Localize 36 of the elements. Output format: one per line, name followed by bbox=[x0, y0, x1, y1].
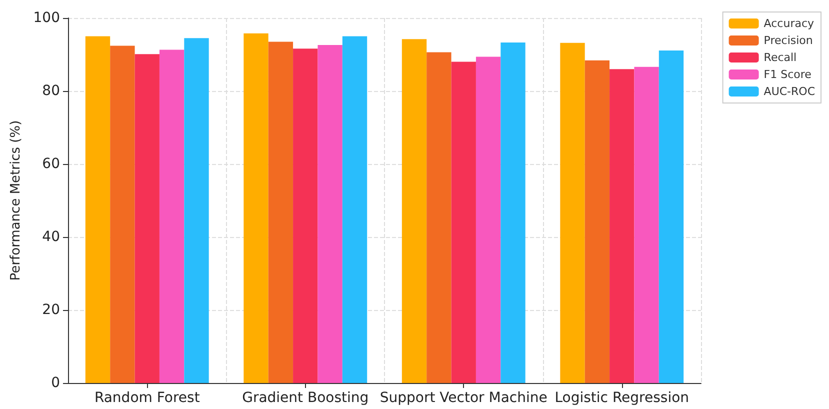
y-tick-label: 100 bbox=[33, 10, 60, 26]
bar bbox=[634, 66, 659, 383]
bar bbox=[268, 42, 294, 383]
x-tick-label: Gradient Boosting bbox=[242, 390, 369, 406]
x-tick-label: Random Forest bbox=[94, 390, 200, 406]
x-tick-label: Logistic Regression bbox=[554, 390, 690, 406]
bar bbox=[426, 52, 452, 383]
y-tick-label: 0 bbox=[51, 375, 60, 391]
legend-label: Recall bbox=[764, 51, 797, 64]
legend-label: AUC-ROC bbox=[764, 85, 816, 98]
bar bbox=[584, 60, 610, 383]
bar bbox=[560, 42, 585, 383]
bar bbox=[658, 50, 684, 383]
bar bbox=[184, 38, 209, 383]
y-tick-label: 60 bbox=[42, 156, 60, 172]
y-axis-title: Performance Metrics (%) bbox=[8, 120, 24, 281]
x-tick-label: Support Vector Machine bbox=[380, 390, 548, 406]
y-tick-label: 40 bbox=[42, 229, 60, 245]
bar bbox=[451, 62, 476, 383]
legend-label: Accuracy bbox=[764, 17, 814, 30]
legend-label: F1 Score bbox=[764, 68, 812, 81]
bar bbox=[134, 54, 160, 383]
bar bbox=[293, 48, 318, 383]
bar bbox=[500, 42, 526, 383]
bar bbox=[244, 33, 268, 383]
legend-label: Precision bbox=[764, 34, 813, 47]
bar bbox=[110, 46, 135, 383]
bar bbox=[610, 69, 634, 383]
y-tick-label: 20 bbox=[42, 302, 60, 318]
bar bbox=[318, 45, 342, 383]
bar bbox=[159, 50, 184, 383]
bar bbox=[85, 36, 110, 383]
bar bbox=[342, 36, 368, 383]
bar bbox=[402, 39, 427, 383]
y-tick-label: 80 bbox=[42, 83, 60, 99]
bar bbox=[476, 56, 501, 383]
